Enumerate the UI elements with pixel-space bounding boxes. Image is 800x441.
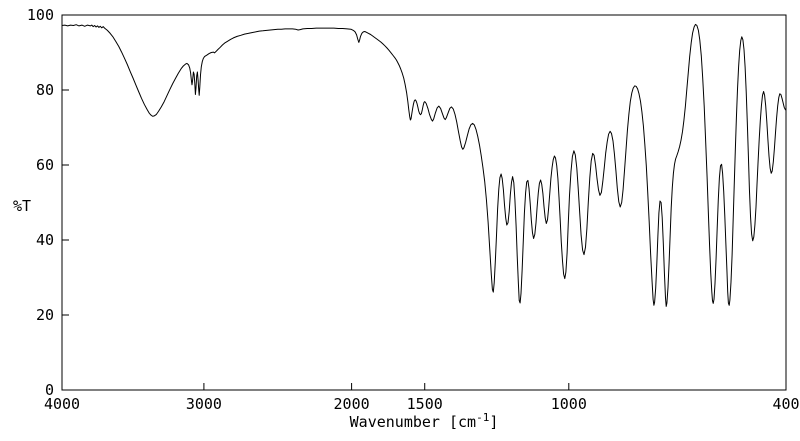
x-tick-label: 3000 (186, 395, 222, 413)
x-axis-label-main: Wavenumber [cm (349, 413, 477, 431)
x-axis-label-superscript: -1 (476, 411, 490, 424)
y-tick-label: 80 (36, 81, 54, 99)
x-tick-label: 2000 (334, 395, 370, 413)
x-axis-label-end: ] (489, 413, 499, 431)
x-axis-label: Wavenumber [cm-1] (124, 411, 724, 431)
y-tick-label: 20 (36, 306, 54, 324)
x-tick-label: 400 (772, 395, 799, 413)
y-axis-label: %T (13, 197, 32, 215)
y-tick-label: 0 (45, 381, 54, 399)
x-tick-label: 1000 (551, 395, 587, 413)
x-tick-label: 4000 (44, 395, 80, 413)
plot-frame (61, 14, 787, 391)
spectrum-curve (61, 23, 787, 307)
y-tick-label: 40 (36, 231, 54, 249)
x-tick-label: 1500 (407, 395, 443, 413)
y-tick-label: 60 (36, 156, 54, 174)
y-tick-label: 100 (27, 6, 54, 24)
